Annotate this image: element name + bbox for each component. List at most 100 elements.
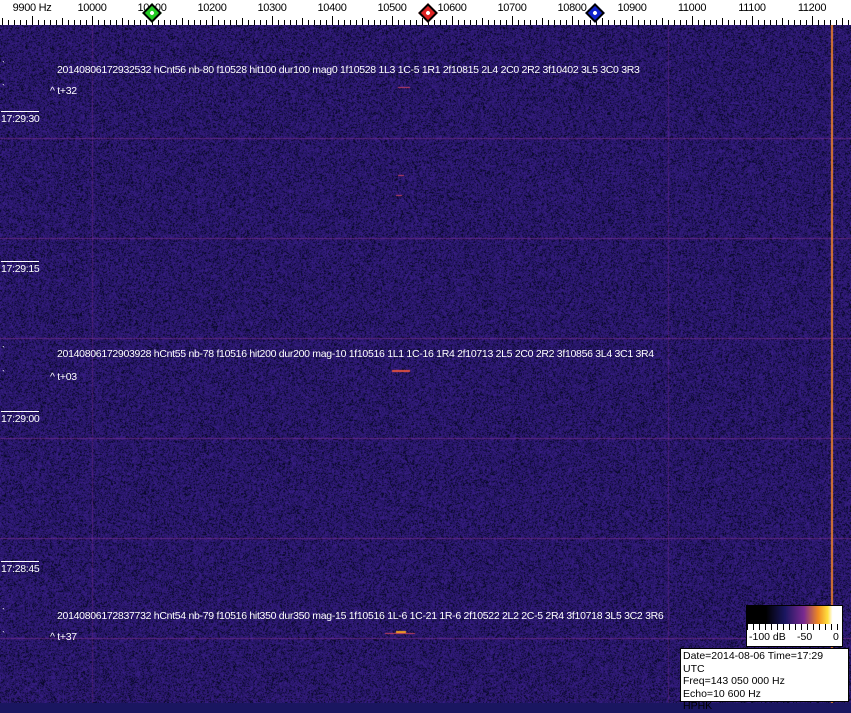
axis-tick: [194, 20, 195, 25]
axis-tick: [140, 20, 141, 25]
axis-tick-label: 10000: [77, 2, 107, 14]
axis-tick: [500, 20, 501, 25]
axis-tick: [842, 18, 843, 25]
axis-tick: [752, 16, 753, 25]
axis-tick: [608, 20, 609, 25]
colorbar-label-max: 0: [833, 631, 839, 643]
axis-tick: [2, 18, 3, 25]
axis-tick: [308, 20, 309, 25]
time-label: 17:29:30: [1, 111, 40, 125]
axis-tick: [548, 20, 549, 25]
axis-tick: [686, 20, 687, 25]
axis-tick: [638, 20, 639, 25]
axis-tick: [146, 20, 147, 25]
axis-tick: [512, 16, 513, 25]
axis-tick: [92, 16, 93, 25]
axis-tick: [614, 20, 615, 25]
axis-tick: [182, 18, 183, 25]
axis-tick: [494, 20, 495, 25]
axis-tick: [644, 20, 645, 25]
axis-tick: [32, 16, 33, 25]
axis-tick: [572, 16, 573, 25]
axis-tick: [380, 20, 381, 25]
axis-tick-label: 10800: [557, 2, 587, 14]
axis-tick: [728, 20, 729, 25]
axis-tick: [776, 20, 777, 25]
axis-tick: [116, 20, 117, 25]
axis-tick: [422, 18, 423, 25]
axis-tick: [86, 20, 87, 25]
axis-tick: [602, 18, 603, 25]
axis-tick: [56, 20, 57, 25]
axis-tick: [14, 20, 15, 25]
axis-tick: [26, 20, 27, 25]
event-offset: ^ t+37: [50, 631, 77, 643]
axis-tick: [632, 16, 633, 25]
axis-tick: [266, 20, 267, 25]
event-mark: `: [2, 369, 5, 379]
axis-tick: [284, 20, 285, 25]
axis-tick: [362, 18, 363, 25]
axis-tick: [272, 16, 273, 25]
axis-tick-label: 10700: [497, 2, 527, 14]
event-mark: `: [2, 630, 5, 640]
axis-tick: [434, 20, 435, 25]
axis-tick: [314, 20, 315, 25]
colorbar-gradient: [747, 606, 842, 624]
axis-tick: [38, 20, 39, 25]
axis-tick: [386, 20, 387, 25]
axis-tick: [224, 20, 225, 25]
axis-tick: [668, 20, 669, 25]
event-offset: ^ t+03: [50, 371, 77, 383]
axis-tick: [218, 20, 219, 25]
axis-tick: [716, 20, 717, 25]
axis-tick: [824, 20, 825, 25]
axis-tick-label: 10400: [317, 2, 347, 14]
axis-tick: [128, 20, 129, 25]
axis-tick: [758, 20, 759, 25]
axis-tick: [344, 20, 345, 25]
axis-tick: [650, 20, 651, 25]
axis-tick: [800, 20, 801, 25]
axis-tick: [530, 20, 531, 25]
axis-tick: [722, 18, 723, 25]
axis-tick: [428, 20, 429, 25]
axis-tick: [626, 20, 627, 25]
axis-tick: [566, 20, 567, 25]
axis-tick: [338, 20, 339, 25]
info-box: Date=2014-08-06 Time=17:29 UTC Freq=143 …: [680, 648, 849, 712]
axis-tick: [518, 20, 519, 25]
axis-tick-label: 10200: [197, 2, 227, 14]
axis-tick: [674, 20, 675, 25]
axis-tick: [74, 20, 75, 25]
axis-tick: [212, 16, 213, 25]
axis-tick-label: 11200: [797, 2, 827, 14]
info-station: HPHK: [683, 700, 713, 712]
axis-tick: [206, 20, 207, 25]
axis-tick: [452, 16, 453, 25]
axis-tick: [80, 20, 81, 25]
axis-tick: [734, 20, 735, 25]
axis-tick: [296, 20, 297, 25]
axis-tick: [404, 20, 405, 25]
frequency-axis: 9900 Hz 10000101001020010300104001050010…: [0, 0, 851, 25]
axis-tick: [110, 20, 111, 25]
axis-tick: [506, 20, 507, 25]
axis-tick: [458, 20, 459, 25]
axis-tick: [488, 20, 489, 25]
axis-tick: [794, 20, 795, 25]
axis-tick: [560, 20, 561, 25]
axis-tick: [812, 16, 813, 25]
axis-tick: [350, 20, 351, 25]
axis-tick: [260, 20, 261, 25]
axis-tick: [302, 18, 303, 25]
axis-tick-label: 11100: [738, 2, 766, 14]
colorbar-legend: -100 dB -50 0: [746, 605, 843, 647]
axis-tick: [740, 20, 741, 25]
axis-tick: [620, 20, 621, 25]
axis-tick: [320, 20, 321, 25]
time-label: 17:29:00: [1, 411, 40, 425]
axis-tick: [536, 20, 537, 25]
axis-tick: [170, 20, 171, 25]
event-offset: ^ t+32: [50, 85, 77, 97]
